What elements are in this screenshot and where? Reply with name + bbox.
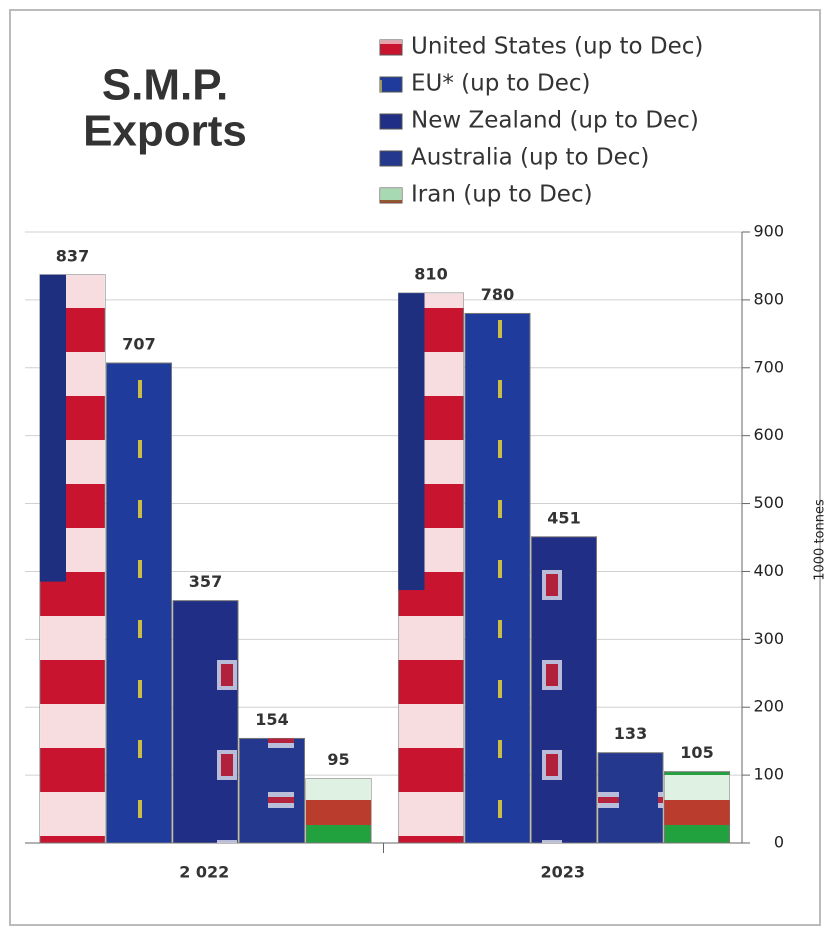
y-tick-label: 800 (753, 289, 784, 308)
legend-swatch-texture (380, 40, 402, 55)
data-label: 780 (481, 285, 514, 304)
y-tick-label: 100 (753, 765, 784, 784)
chart-title: Exports (83, 107, 247, 156)
bar-texture (598, 752, 663, 843)
bar-texture (40, 274, 66, 582)
legend-swatch-texture (380, 188, 402, 203)
legend-swatch-texture (380, 77, 402, 92)
y-axis-label: 1000 tonnes (813, 499, 828, 581)
data-label: 357 (189, 572, 222, 591)
legend-label: Australia (up to Dec) (411, 145, 649, 171)
bar-texture (465, 313, 530, 843)
legend-swatch-texture (380, 114, 402, 129)
legend-swatch-texture (380, 151, 402, 166)
legend-label: New Zealand (up to Dec) (411, 108, 699, 134)
bar-texture (173, 600, 238, 843)
data-label: 95 (327, 750, 349, 769)
chart-title: S.M.P. (102, 61, 228, 110)
bar-texture (106, 363, 172, 843)
y-tick-label: 0 (774, 833, 784, 852)
data-label: 810 (414, 265, 447, 284)
data-label: 133 (614, 724, 647, 743)
bar-texture (531, 536, 597, 843)
bar-texture (239, 738, 305, 843)
data-label: 837 (56, 246, 89, 265)
x-tick-label: 2023 (540, 863, 585, 882)
y-tick-label: 600 (753, 425, 784, 444)
data-label: 154 (255, 710, 288, 729)
legend-label: United States (up to Dec) (411, 34, 703, 60)
y-tick-label: 500 (753, 493, 784, 512)
legend-label: Iran (up to Dec) (411, 182, 593, 208)
y-tick-label: 200 (753, 697, 784, 716)
bar-texture (664, 771, 730, 843)
bar-texture (398, 293, 425, 591)
data-label: 105 (680, 743, 713, 762)
y-tick-label: 400 (753, 561, 784, 580)
legend-label: EU* (up to Dec) (411, 71, 591, 97)
data-label: 451 (547, 508, 580, 527)
y-tick-label: 700 (753, 357, 784, 376)
bar-texture (306, 778, 371, 843)
y-tick-label: 900 (753, 222, 784, 241)
frame (9, 9, 821, 926)
y-tick-label: 300 (753, 629, 784, 648)
x-tick-label: 2 022 (179, 863, 229, 882)
data-label: 707 (122, 335, 155, 354)
